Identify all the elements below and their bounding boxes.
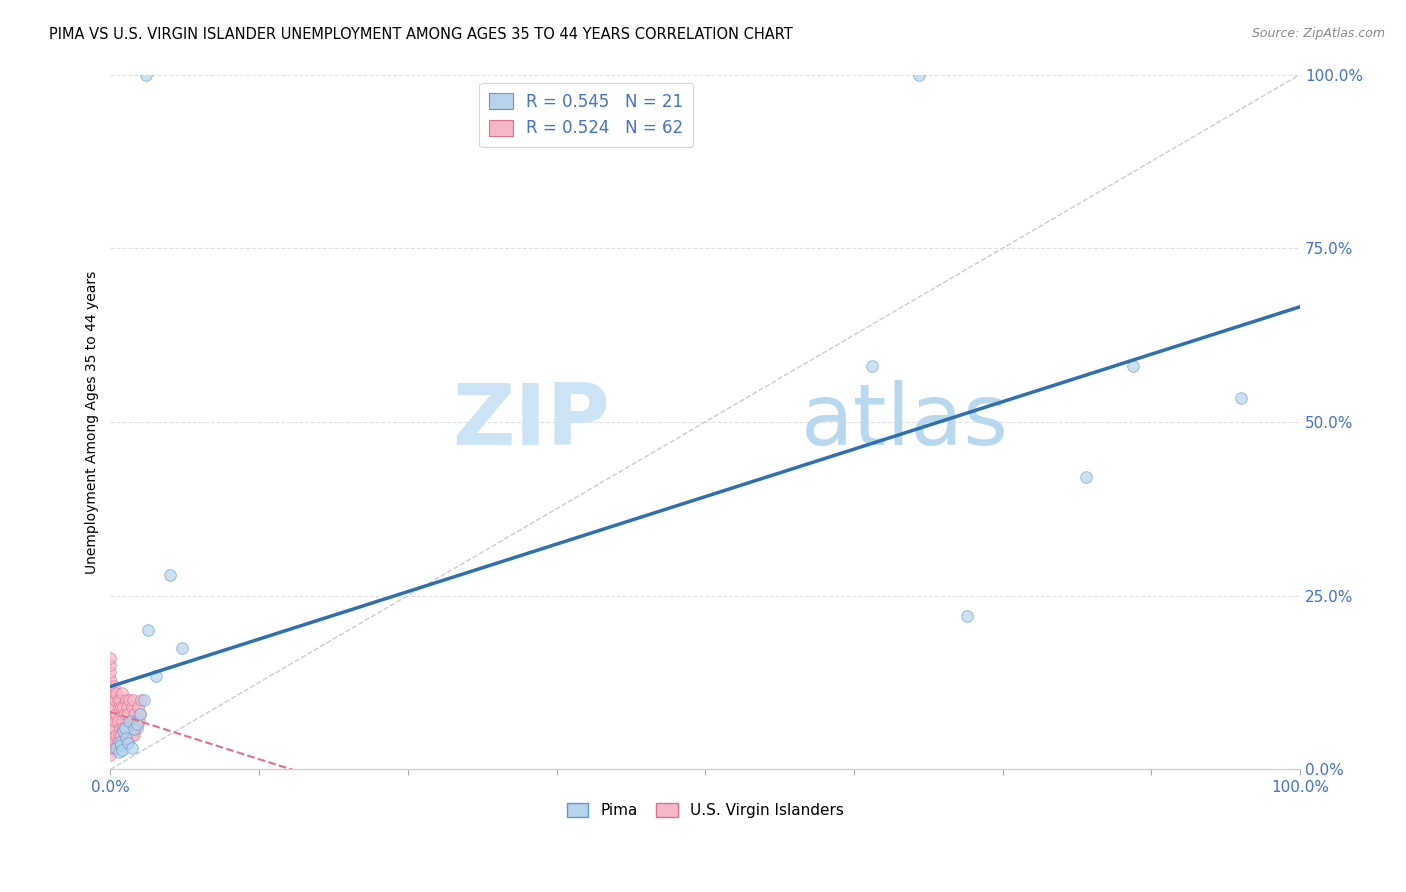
Point	[100, 699, 122, 714]
Point	[159, 567, 181, 582]
Point	[125, 717, 148, 731]
Point	[111, 734, 134, 748]
Point	[115, 731, 138, 745]
Point	[115, 699, 138, 714]
Point	[121, 741, 143, 756]
Point	[138, 624, 160, 638]
Point	[100, 686, 122, 700]
Point	[100, 734, 122, 748]
Point	[118, 714, 141, 728]
Point	[129, 706, 152, 721]
Point	[135, 68, 157, 82]
Point	[110, 738, 132, 752]
Point	[107, 693, 129, 707]
Point	[122, 722, 145, 736]
Point	[121, 728, 143, 742]
Y-axis label: Unemployment Among Ages 35 to 44 years: Unemployment Among Ages 35 to 44 years	[86, 270, 100, 574]
Point	[124, 714, 146, 728]
Point	[103, 721, 125, 735]
Point	[104, 714, 127, 728]
Point	[112, 724, 135, 739]
Point	[120, 714, 142, 728]
Point	[114, 728, 136, 742]
Point	[108, 734, 131, 748]
Point	[122, 706, 145, 721]
Text: atlas: atlas	[800, 380, 1008, 464]
Point	[107, 734, 129, 748]
Point	[107, 745, 129, 759]
Point	[100, 748, 122, 763]
Point	[100, 721, 122, 735]
Point	[127, 699, 149, 714]
Point	[100, 741, 122, 756]
Point	[100, 651, 122, 665]
Point	[115, 721, 138, 735]
Point	[111, 686, 134, 700]
Point	[108, 693, 131, 707]
Point	[110, 728, 132, 742]
Point	[860, 359, 883, 374]
Point	[112, 699, 135, 714]
Point	[100, 706, 122, 721]
Point	[103, 699, 125, 714]
Point	[105, 706, 128, 721]
Point	[100, 693, 122, 707]
Point	[170, 640, 193, 655]
Point	[114, 721, 136, 735]
Point	[121, 699, 143, 714]
Point	[100, 658, 122, 673]
Point	[122, 693, 145, 707]
Point	[100, 728, 122, 742]
Point	[129, 706, 152, 721]
Point	[1229, 391, 1251, 405]
Point	[100, 665, 122, 679]
Point	[103, 679, 125, 693]
Point	[956, 609, 979, 624]
Point	[107, 714, 129, 728]
Point	[132, 693, 155, 707]
Point	[117, 706, 139, 721]
Point	[118, 721, 141, 735]
Text: PIMA VS U.S. VIRGIN ISLANDER UNEMPLOYMENT AMONG AGES 35 TO 44 YEARS CORRELATION : PIMA VS U.S. VIRGIN ISLANDER UNEMPLOYMEN…	[49, 27, 793, 42]
Text: Source: ZipAtlas.com: Source: ZipAtlas.com	[1251, 27, 1385, 40]
Point	[122, 721, 145, 735]
Point	[122, 728, 145, 742]
Point	[114, 706, 136, 721]
Point	[1122, 359, 1144, 374]
Point	[118, 693, 141, 707]
Legend: Pima, U.S. Virgin Islanders: Pima, U.S. Virgin Islanders	[561, 797, 849, 824]
Point	[112, 721, 135, 735]
Point	[100, 714, 122, 728]
Point	[1074, 470, 1097, 484]
Point	[110, 699, 132, 714]
Text: ZIP: ZIP	[453, 380, 610, 464]
Point	[117, 736, 139, 750]
Point	[104, 693, 127, 707]
Point	[117, 734, 139, 748]
Point	[128, 714, 150, 728]
Point	[107, 699, 129, 714]
Point	[100, 672, 122, 686]
Point	[115, 728, 138, 742]
Point	[111, 743, 134, 757]
Point	[105, 686, 128, 700]
Point	[908, 68, 931, 82]
Point	[104, 734, 127, 748]
Point	[105, 728, 128, 742]
Point	[108, 721, 131, 735]
Point	[105, 741, 128, 756]
Point	[145, 668, 167, 682]
Point	[111, 714, 134, 728]
Point	[131, 693, 153, 707]
Point	[103, 741, 125, 756]
Point	[100, 679, 122, 693]
Point	[107, 728, 129, 742]
Point	[125, 721, 148, 735]
Point	[115, 693, 138, 707]
